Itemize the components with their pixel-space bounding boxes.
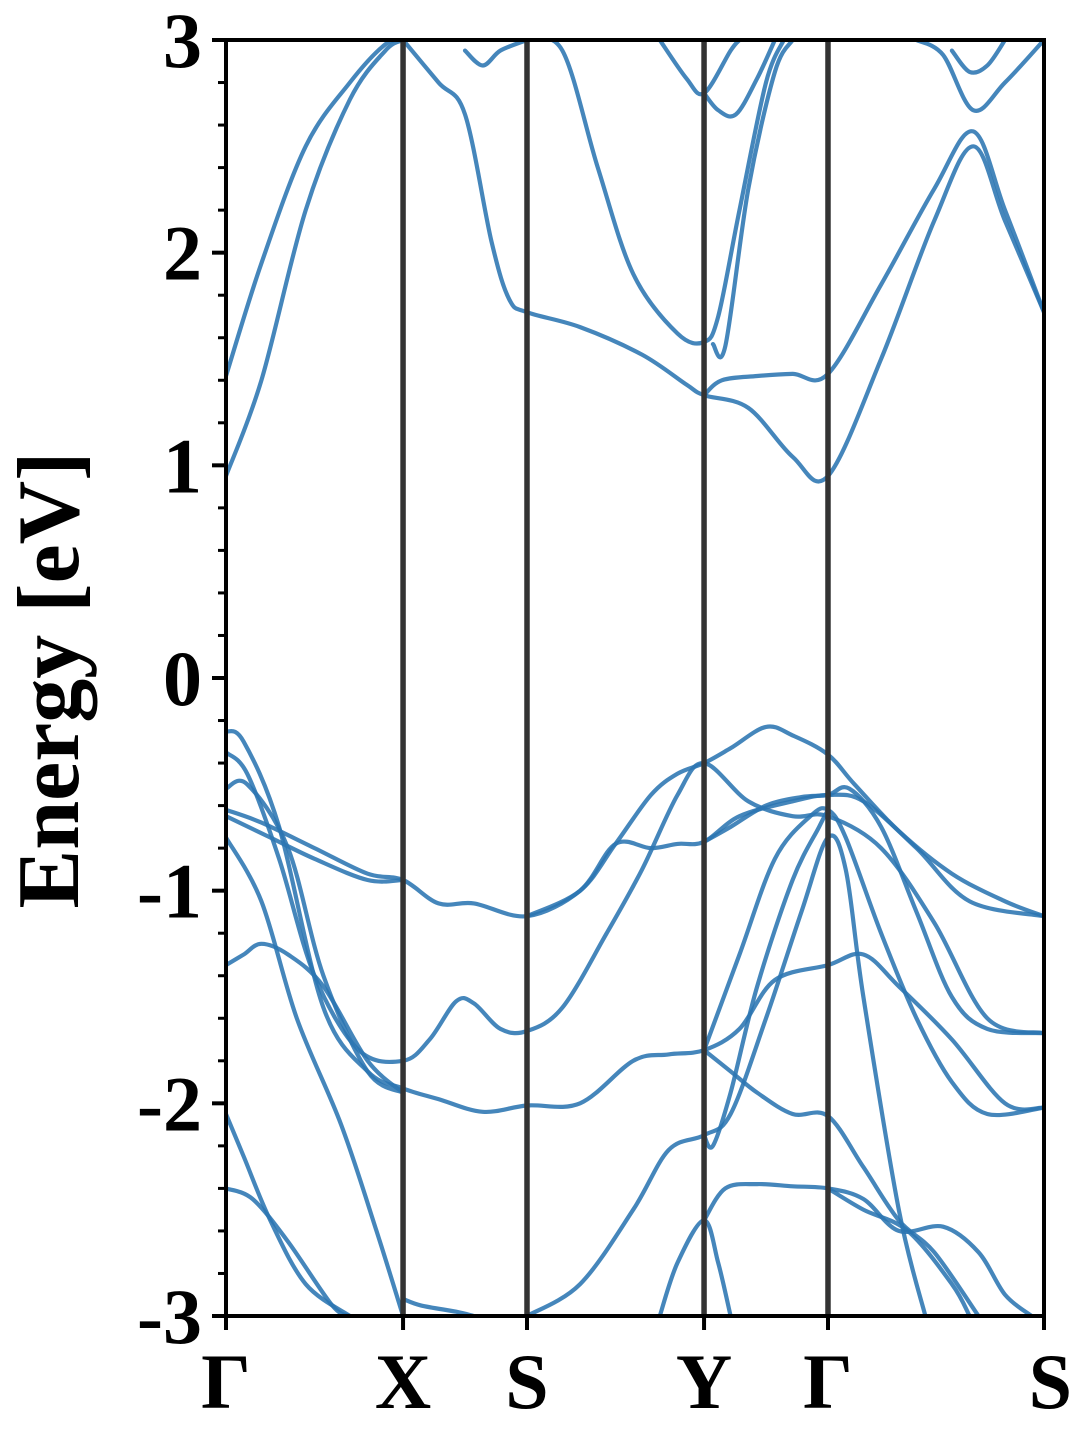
band-line-10	[914, 40, 1044, 113]
band-line-2	[226, 40, 406, 479]
x-tick-label: X	[375, 1338, 431, 1425]
x-tick-label: S	[1029, 1338, 1072, 1425]
band-line-18	[226, 941, 406, 1095]
high-symmetry-lines	[400, 40, 831, 1316]
y-tick-label: 0	[163, 635, 202, 722]
x-tick-label: Y	[676, 1338, 732, 1425]
y-tick-label: 3	[163, 0, 202, 84]
band-line-27	[702, 807, 831, 1150]
band-line-20	[702, 785, 1044, 1036]
axes-frame	[224, 38, 1046, 1318]
band-line-8	[702, 40, 777, 119]
band-line-5	[524, 40, 786, 346]
band-line-17	[226, 835, 406, 1316]
x-tick-label: Γ	[803, 1338, 853, 1425]
y-tick-label: -1	[137, 848, 202, 935]
band-line-25	[524, 833, 928, 1316]
band-line-21	[702, 806, 1044, 1118]
band-line-13	[226, 750, 1044, 1065]
band-line-4	[462, 40, 530, 68]
band-line-23	[226, 1186, 352, 1316]
band-line-6	[657, 40, 742, 97]
band-line-14	[226, 778, 406, 1095]
band-line-7	[702, 129, 1044, 398]
x-tick-label: Γ	[201, 1338, 251, 1425]
band-line-11	[949, 40, 1008, 75]
y-tick-label: -3	[137, 1273, 202, 1360]
band-line-3	[401, 40, 1044, 484]
band-line-26	[657, 1218, 733, 1316]
plot-frame	[224, 38, 1046, 1318]
band-line-15	[226, 724, 1044, 919]
band-line-22	[226, 1111, 352, 1316]
band-line-9	[710, 40, 795, 360]
band-line-1	[226, 40, 406, 379]
band-line-29	[702, 1181, 1034, 1316]
x-tick-label: S	[505, 1338, 548, 1425]
band-line-16	[226, 814, 406, 884]
y-axis-label: Energy [eV]	[1, 452, 98, 909]
y-tick-label: 2	[163, 210, 202, 297]
y-tick-label: 1	[163, 422, 202, 509]
band-line-24	[401, 1296, 476, 1316]
band-line-19	[524, 792, 1044, 919]
band-lines	[226, 40, 1044, 1316]
y-tick-label: -2	[137, 1060, 202, 1147]
band-line-30	[825, 1186, 972, 1316]
band-line-12	[226, 728, 1044, 1115]
